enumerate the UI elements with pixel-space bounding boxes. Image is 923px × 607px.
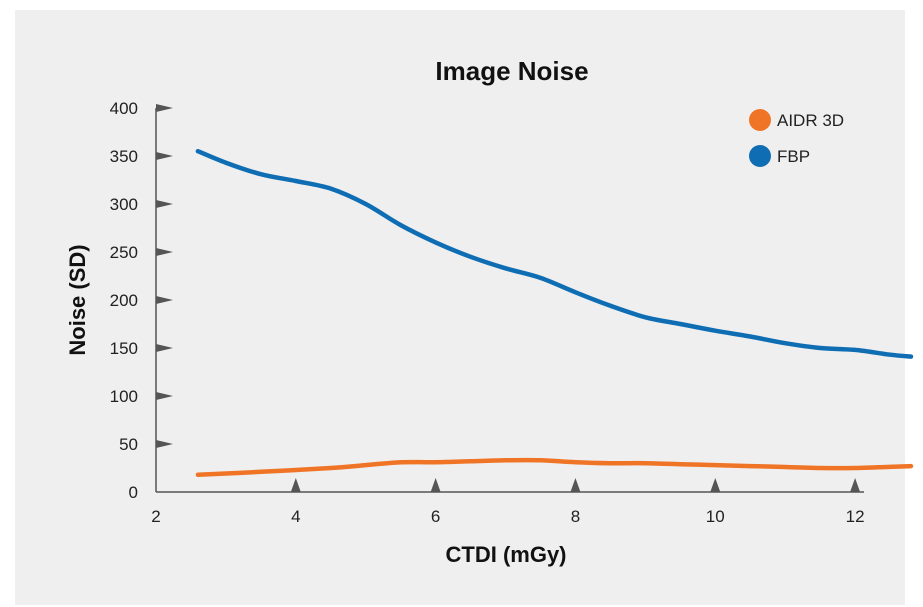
y-axis-title: Noise (SD) xyxy=(65,244,90,355)
y-tick-marker xyxy=(156,440,173,448)
x-tick-marker xyxy=(850,478,861,492)
y-axis-ticks: 0 50 100 150 200 250 300 350 400 xyxy=(110,99,173,502)
legend-label: AIDR 3D xyxy=(777,111,844,130)
x-tick-label: 6 xyxy=(431,507,440,526)
y-tick-label: 50 xyxy=(119,435,138,454)
x-tick-marker xyxy=(290,478,301,492)
series-line-aidr-3d xyxy=(195,457,914,477)
y-tick-marker xyxy=(156,392,173,400)
x-tick-marker xyxy=(570,478,581,492)
y-tick-label: 150 xyxy=(110,339,138,358)
y-tick-marker xyxy=(156,152,173,160)
x-tick-label: 4 xyxy=(291,507,300,526)
legend-marker xyxy=(749,145,771,167)
series-lines xyxy=(195,148,914,477)
x-axis-title: CTDI (mGy) xyxy=(446,542,567,567)
y-tick-marker xyxy=(156,200,173,208)
y-tick-label: 200 xyxy=(110,291,138,310)
y-tick-label: 300 xyxy=(110,195,138,214)
x-tick-label: 12 xyxy=(846,507,865,526)
y-tick-label: 350 xyxy=(110,147,138,166)
y-tick-label: 100 xyxy=(110,387,138,406)
y-tick-label: 400 xyxy=(110,99,138,118)
legend-marker xyxy=(749,109,771,131)
y-tick-marker xyxy=(156,104,173,112)
x-tick-label: 2 xyxy=(151,507,160,526)
y-tick-marker xyxy=(156,296,173,304)
y-tick-marker xyxy=(156,248,173,256)
x-tick-marker xyxy=(430,478,441,492)
series-line-fbp xyxy=(195,148,914,359)
x-tick-label: 10 xyxy=(706,507,725,526)
chart-title: Image Noise xyxy=(435,56,588,86)
x-axis-ticks: 2 4 6 8 10 12 xyxy=(151,478,865,526)
legend: AIDR 3D FBP xyxy=(749,109,844,167)
x-tick-marker xyxy=(710,478,721,492)
y-tick-marker xyxy=(156,344,173,352)
y-tick-label: 250 xyxy=(110,243,138,262)
y-tick-label: 0 xyxy=(129,483,138,502)
x-tick-label: 8 xyxy=(571,507,580,526)
legend-label: FBP xyxy=(777,147,810,166)
